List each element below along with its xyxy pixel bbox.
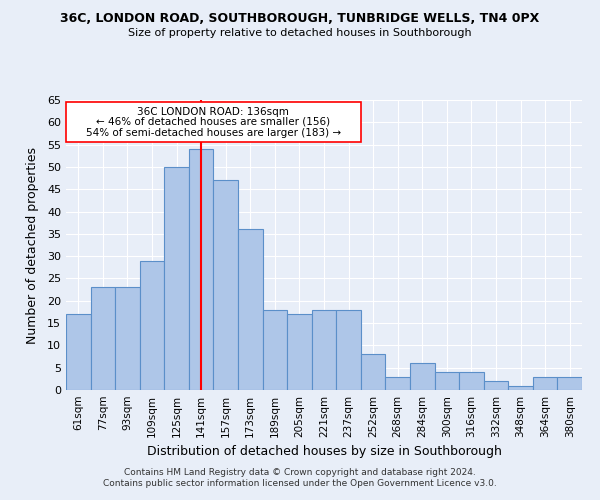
- Bar: [557, 376, 582, 390]
- FancyBboxPatch shape: [66, 102, 361, 142]
- Bar: [508, 386, 533, 390]
- Bar: [287, 314, 312, 390]
- Bar: [91, 288, 115, 390]
- Bar: [361, 354, 385, 390]
- Text: 36C LONDON ROAD: 136sqm: 36C LONDON ROAD: 136sqm: [137, 106, 289, 117]
- Text: Contains HM Land Registry data © Crown copyright and database right 2024.
Contai: Contains HM Land Registry data © Crown c…: [103, 468, 497, 487]
- Bar: [66, 314, 91, 390]
- Bar: [189, 149, 214, 390]
- Bar: [115, 288, 140, 390]
- X-axis label: Distribution of detached houses by size in Southborough: Distribution of detached houses by size …: [146, 446, 502, 458]
- Bar: [410, 363, 434, 390]
- Text: ← 46% of detached houses are smaller (156): ← 46% of detached houses are smaller (15…: [97, 117, 331, 127]
- Bar: [484, 381, 508, 390]
- Bar: [459, 372, 484, 390]
- Text: Size of property relative to detached houses in Southborough: Size of property relative to detached ho…: [128, 28, 472, 38]
- Bar: [263, 310, 287, 390]
- Bar: [533, 376, 557, 390]
- Text: 36C, LONDON ROAD, SOUTHBOROUGH, TUNBRIDGE WELLS, TN4 0PX: 36C, LONDON ROAD, SOUTHBOROUGH, TUNBRIDG…: [61, 12, 539, 26]
- Bar: [140, 260, 164, 390]
- Bar: [434, 372, 459, 390]
- Bar: [164, 167, 189, 390]
- Y-axis label: Number of detached properties: Number of detached properties: [26, 146, 38, 344]
- Bar: [238, 230, 263, 390]
- Text: 54% of semi-detached houses are larger (183) →: 54% of semi-detached houses are larger (…: [86, 128, 341, 138]
- Bar: [214, 180, 238, 390]
- Bar: [336, 310, 361, 390]
- Bar: [312, 310, 336, 390]
- Bar: [385, 376, 410, 390]
